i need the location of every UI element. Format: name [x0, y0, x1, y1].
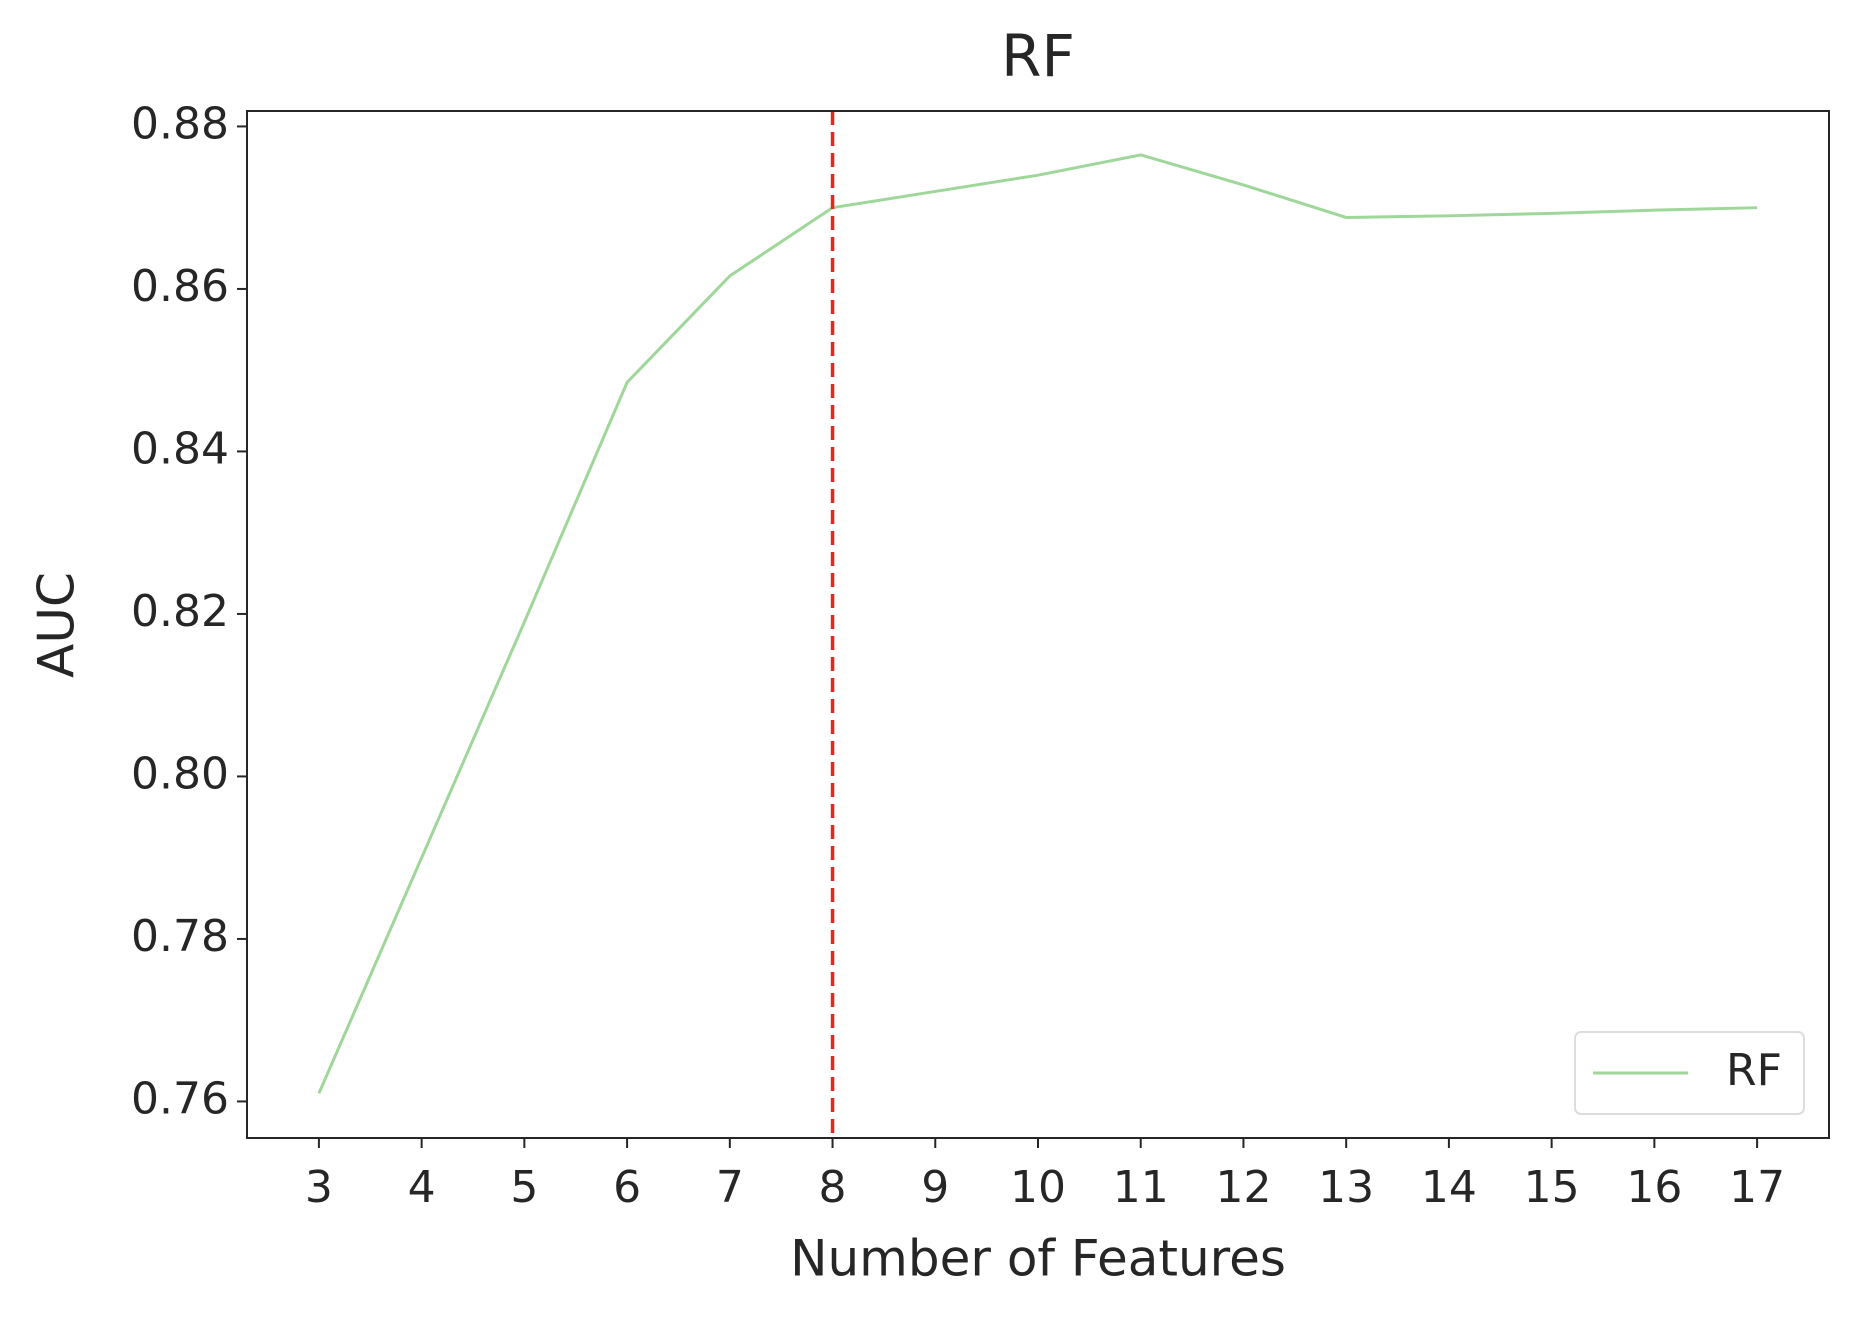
chart-title: RF — [1001, 22, 1075, 90]
x-tick-label: 17 — [1729, 1162, 1785, 1213]
y-tick-label: 0.82 — [131, 586, 229, 637]
x-tick-label: 3 — [305, 1162, 333, 1213]
y-tick-label: 0.76 — [131, 1073, 229, 1124]
x-tick-label: 10 — [1010, 1162, 1066, 1213]
x-tick-label: 8 — [819, 1162, 847, 1213]
x-tick-label: 12 — [1215, 1162, 1271, 1213]
x-tick-label: 13 — [1318, 1162, 1374, 1213]
legend-label: RF — [1726, 1045, 1782, 1096]
y-tick-label: 0.80 — [131, 748, 229, 799]
y-tick-label: 0.84 — [131, 423, 229, 474]
x-tick-label: 11 — [1113, 1162, 1169, 1213]
x-tick-label: 9 — [921, 1162, 949, 1213]
plot-frame — [246, 110, 1830, 1139]
x-tick-label: 6 — [613, 1162, 641, 1213]
x-tick-label: 16 — [1626, 1162, 1682, 1213]
x-tick-label: 4 — [408, 1162, 436, 1213]
y-axis-label: AUC — [28, 572, 86, 678]
x-tick-label: 5 — [510, 1162, 538, 1213]
data-line — [317, 153, 1758, 1094]
y-tick-label: 0.88 — [131, 98, 229, 149]
x-tick-label: 7 — [716, 1162, 744, 1213]
y-tick-label: 0.78 — [131, 911, 229, 962]
x-tick-label: 15 — [1524, 1162, 1580, 1213]
x-tick-label: 14 — [1421, 1162, 1477, 1213]
x-axis-label: Number of Features — [790, 1230, 1286, 1288]
y-tick-label: 0.86 — [131, 261, 229, 312]
legend-box — [1574, 1031, 1805, 1115]
